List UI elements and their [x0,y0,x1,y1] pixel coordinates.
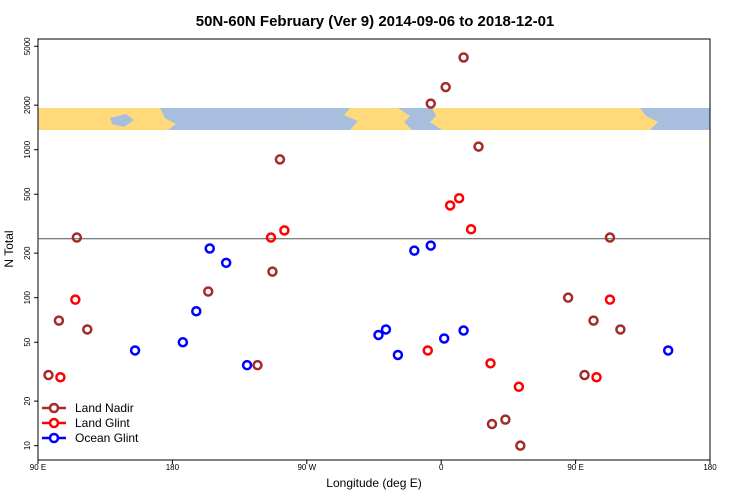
land-glint-point [70,294,81,305]
y-tick-label: 100 [23,290,32,304]
legend-marker-land-nadir [48,402,60,414]
y-tick-label: 10 [23,441,32,450]
land-nadir-point [515,440,526,451]
legend-label-land-nadir: Land Nadir [75,401,134,415]
y-tick-label: 500 [23,187,32,201]
land-nadir-point [458,52,469,63]
land-nadir-point [579,369,590,381]
ocean-glint-point [458,325,469,336]
map-ocean-pacific-east [296,108,358,130]
y-tick-label: 2000 [23,96,32,114]
legend-marker-land-glint [48,417,60,429]
ocean-glint-point [425,240,436,251]
land-nadir-point [267,266,278,277]
world-map-strip [38,108,710,130]
land-glint-point [604,294,616,305]
land-glint-point [591,371,602,383]
land-nadir-point [486,418,498,430]
y-tick-label: 200 [23,246,32,260]
ocean-glint-point [409,245,420,256]
ocean-glint-point [220,257,232,269]
land-nadir-point [43,369,54,381]
ocean-glint-point [392,349,404,361]
map-ocean-pacific-west [160,108,306,130]
y-tick-label: 5000 [23,37,32,55]
ocean-glint-point [204,243,215,254]
ocean-glint-point [380,324,392,335]
x-axis-title: Longitude (deg E) [326,476,421,490]
land-glint-point [265,232,277,243]
ocean-glint-point [241,359,253,371]
land-nadir-point [500,414,511,425]
map-coast-hudson [110,114,134,127]
land-nadir-point [604,232,616,243]
legend-label-ocean-glint: Ocean Glint [75,431,139,445]
plot-frame [37,38,711,461]
ocean-glint-point [662,345,674,356]
ocean-glint-point [373,329,384,341]
data-points [43,52,674,451]
land-glint-point [444,200,456,211]
legend-label-land-glint: Land Glint [75,416,130,430]
ocean-glint-point [129,345,141,356]
chart-title: 50N-60N February (Ver 9) 2014-09-06 to 2… [196,13,555,30]
land-nadir-point [562,292,574,303]
x-tick-label: 0 [439,463,444,472]
land-glint-point [422,345,434,356]
x-tick-label: 180 [166,463,180,472]
land-nadir-point [53,315,65,326]
legend-marker-ocean-glint [48,432,60,444]
land-nadir-point [202,286,214,297]
land-nadir-point [440,81,451,93]
land-glint-point [513,381,525,393]
y-axis-title: N Total [2,230,16,267]
ocean-glint-point [177,336,189,348]
y-tick-label: 1000 [23,140,32,158]
map-ocean-atlantic [398,108,442,130]
land-nadir-point [615,324,626,335]
y-tick-label: 50 [23,337,32,346]
map-ocean-pacific-east-2 [640,108,710,130]
land-nadir-point [71,232,83,243]
x-tick-label: 90 E [567,463,583,472]
land-nadir-point [473,141,484,152]
land-nadir-point [252,359,263,371]
land-nadir-point [588,315,599,326]
x-axis: 90 E 180 90 W 0 90 E 180 [30,460,717,472]
y-axis: 10 20 50 100 200 500 1000 2000 5000 [23,37,38,450]
map-land-background [38,108,710,130]
x-tick-label: 90 W [297,463,316,472]
ocean-glint-point [191,305,202,317]
land-glint-point [465,224,477,235]
land-glint-point [485,358,496,369]
ocean-glint-point [438,333,450,344]
land-nadir-point [274,154,286,165]
land-glint-point [453,192,465,204]
land-glint-point [279,225,290,236]
land-glint-point [55,371,66,383]
land-nadir-point [425,98,436,109]
x-tick-label: 90 E [30,463,46,472]
land-nadir-point [82,324,93,335]
y-tick-label: 20 [23,396,32,405]
x-tick-label: 180 [703,463,717,472]
